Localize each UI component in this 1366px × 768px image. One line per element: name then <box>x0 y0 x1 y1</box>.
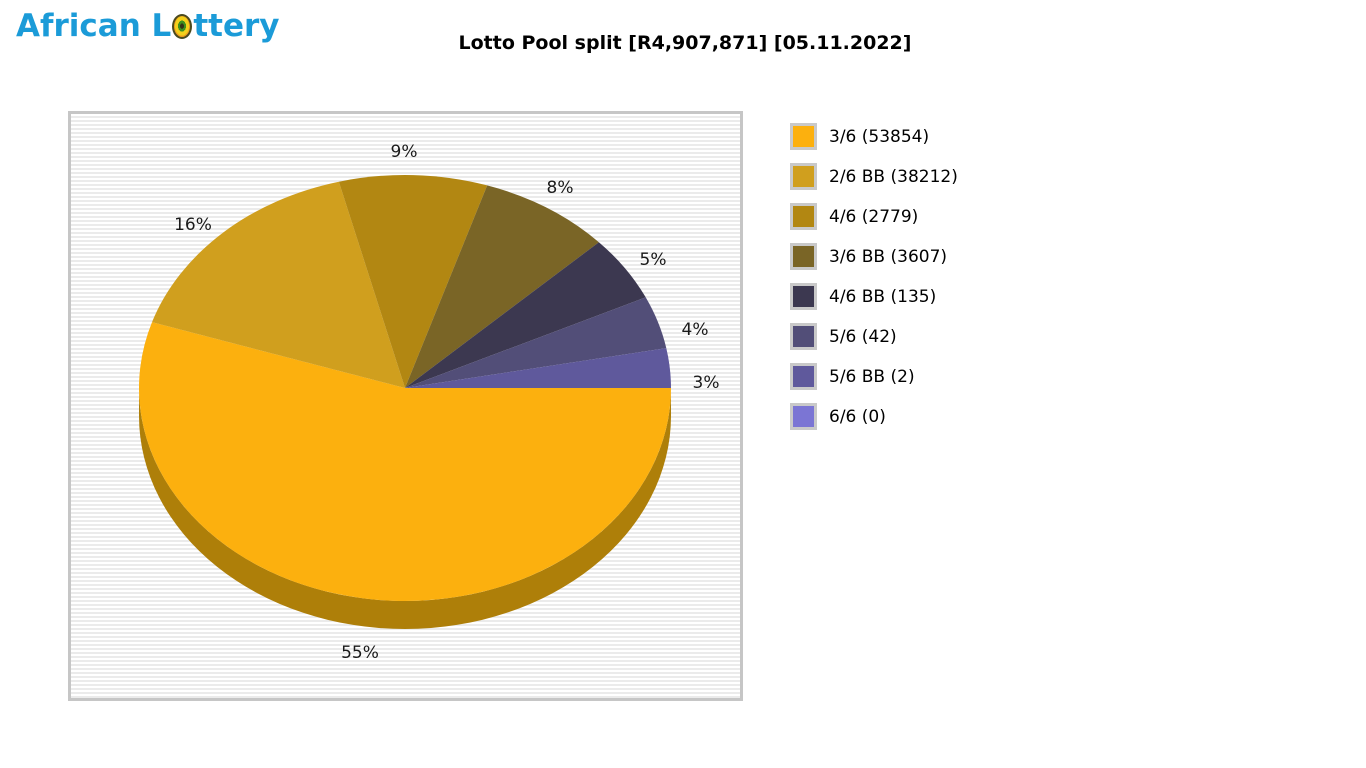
legend-label: 6/6 (0) <box>829 406 886 427</box>
logo-text-before: African L <box>16 8 172 44</box>
legend-swatch <box>790 123 817 150</box>
legend-swatch <box>790 163 817 190</box>
legend-swatch <box>790 243 817 270</box>
legend-item: 4/6 (2779) <box>790 203 958 230</box>
pie-slice-4-6-bb <box>405 242 646 388</box>
legend-label: 4/6 BB (135) <box>829 286 937 307</box>
legend-label: 3/6 (53854) <box>829 126 930 147</box>
legend-swatch <box>790 403 817 430</box>
legend-swatch <box>790 363 817 390</box>
logo-text-after: ttery <box>193 8 280 44</box>
legend-item: 5/6 BB (2) <box>790 363 958 390</box>
legend: 3/6 (53854) 2/6 BB (38212) 4/6 (2779) 3/6 B… <box>790 123 958 443</box>
pie-percent-label: 9% <box>391 142 418 162</box>
pie-slice-3-6 <box>139 322 671 602</box>
legend-swatch <box>790 323 817 350</box>
pie-percent-label: 5% <box>640 250 667 270</box>
african-lottery-logo[interactable]: African L ttery <box>16 8 279 44</box>
pie-slice-3-6-bb <box>405 185 599 388</box>
legend-item: 3/6 BB (3607) <box>790 243 958 270</box>
pie-slice-5-6 <box>405 297 667 388</box>
legend-item: 2/6 BB (38212) <box>790 163 958 190</box>
legend-label: 3/6 BB (3607) <box>829 246 948 267</box>
legend-label: 4/6 (2779) <box>829 206 919 227</box>
lottery-ball-icon <box>172 14 193 39</box>
legend-item: 3/6 (53854) <box>790 123 958 150</box>
pie-slice-2-6-bb <box>152 181 405 388</box>
chart-title: Lotto Pool split [R4,907,871] [05.11.202… <box>458 32 912 54</box>
legend-item: 4/6 BB (135) <box>790 283 958 310</box>
legend-swatch <box>790 203 817 230</box>
pie-percent-label: 4% <box>682 320 709 340</box>
pie-slice-5-6-bb <box>405 348 671 388</box>
pie-percent-label: 8% <box>547 178 574 198</box>
pie-slice-4-6 <box>338 175 488 388</box>
pie-chart: 55% 16% 9% 8% 5% 4% 3% <box>139 142 720 663</box>
legend-label: 5/6 (42) <box>829 326 897 347</box>
pie-percent-label: 16% <box>174 215 212 235</box>
legend-label: 5/6 BB (2) <box>829 366 915 387</box>
pie-chart-plot-area: 55% 16% 9% 8% 5% 4% 3% <box>68 111 743 701</box>
legend-label: 2/6 BB (38212) <box>829 166 958 187</box>
legend-item: 6/6 (0) <box>790 403 958 430</box>
pie-percent-label: 55% <box>341 643 379 663</box>
legend-item: 5/6 (42) <box>790 323 958 350</box>
legend-swatch <box>790 283 817 310</box>
pie-percent-label: 3% <box>693 373 720 393</box>
